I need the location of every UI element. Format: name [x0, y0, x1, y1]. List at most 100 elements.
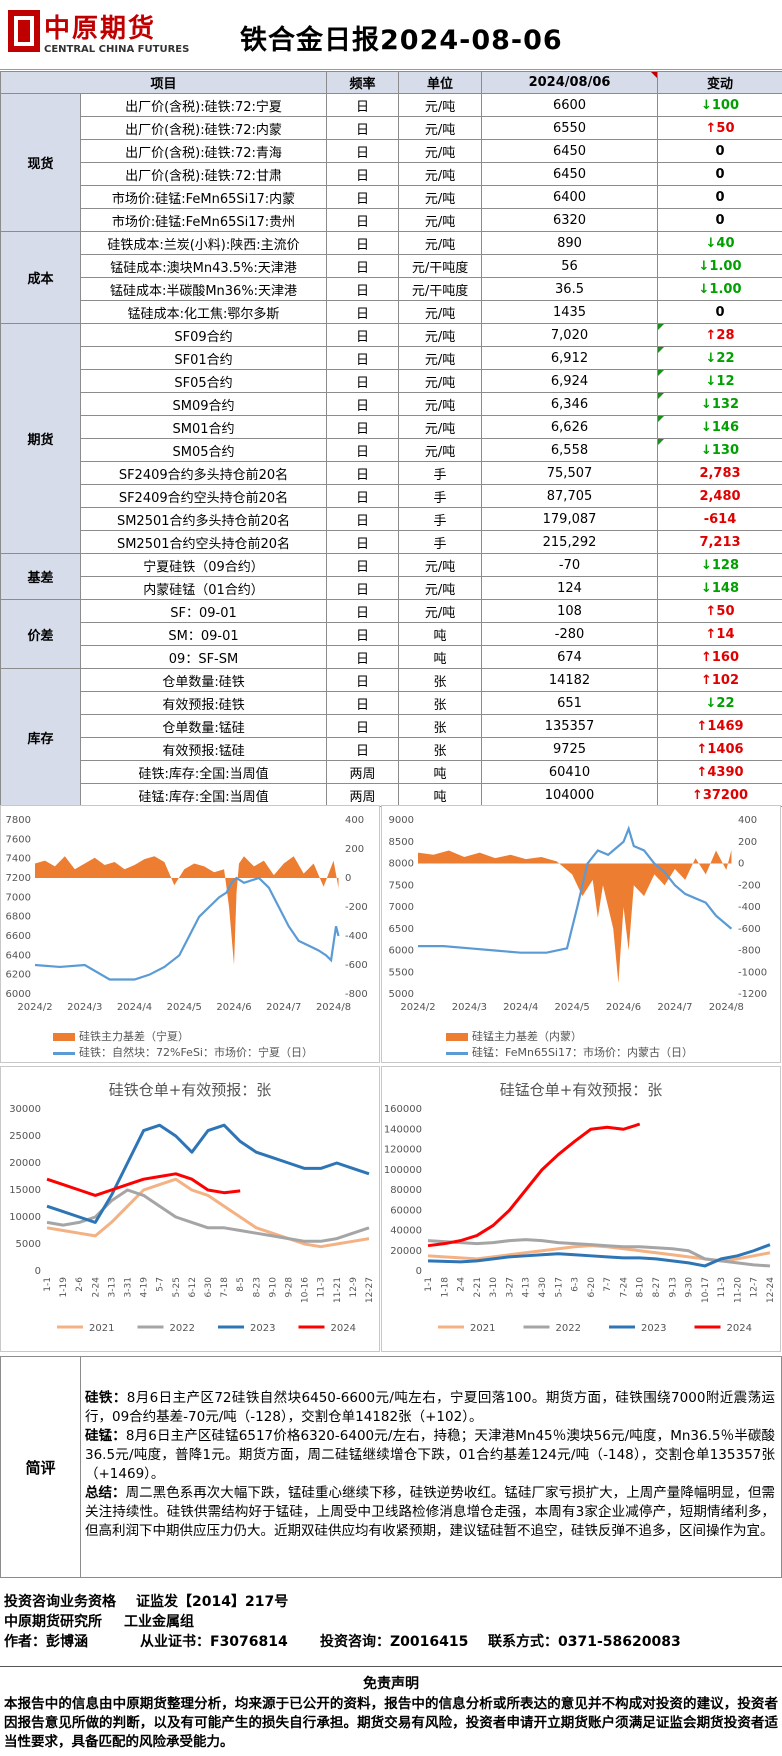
summary-section: 简评 硅铁：8月6日主产区72硅铁自然块6450-6600元/吨左右，宁夏回落1…	[0, 1356, 782, 1578]
series-2023-line	[427, 1243, 771, 1268]
table-row: 锰硅成本:半碳酸Mn36%:天津港日元/干吨度 36.5 ↓1.00	[1, 277, 782, 301]
row-value: 674	[481, 645, 659, 669]
x-tick-label: 1-1	[43, 1277, 53, 1292]
row-frequency: 日	[326, 185, 400, 209]
table-row: 现货 出厂价(含税):硅铁:72:宁夏日元/吨 6600 ↓100	[0, 93, 782, 232]
row-value: 7,020	[481, 323, 659, 347]
company-name-cn: 中原期货	[44, 14, 157, 44]
y-tick-label: 100000	[384, 1165, 422, 1176]
y-left-tick-label: 7000	[389, 902, 414, 913]
row-unit: 元/吨	[398, 369, 483, 393]
row-value: 108	[481, 599, 659, 623]
row-change: 0	[657, 208, 782, 232]
y-right-tick-label: -800	[345, 989, 368, 1000]
arrow-down-icon: ↓	[705, 350, 717, 366]
arrow-up-icon: ↑	[705, 626, 717, 642]
row-unit: 吨	[398, 645, 483, 669]
y-tick-label: 160000	[384, 1104, 422, 1115]
row-unit: 吨	[398, 622, 483, 646]
x-tick-label: 7-18	[220, 1277, 230, 1298]
chart-legend: 硅锰主力基差（内蒙） 硅锰：FeMn65Si17：市场价：内蒙古（日）	[446, 1028, 693, 1060]
x-tick-label: 7-24	[619, 1277, 629, 1298]
row-item: 宁夏硅铁（09合约）	[79, 553, 328, 577]
table-row: SF05合约日元/吨 6,924 ↓12	[1, 369, 782, 393]
x-tick-label: 3-10	[489, 1277, 499, 1298]
row-item: SF2409合约空头持仓前20名	[79, 484, 328, 508]
legend-item: 硅铁：自然块：72%FeSi：市场价：宁夏（日）	[53, 1044, 313, 1060]
row-item: SF：09-01	[79, 599, 328, 623]
row-change: ↑160	[657, 645, 782, 669]
y-left-tick-label: 6200	[6, 970, 31, 981]
x-tick-label: 5-17	[554, 1277, 564, 1297]
x-tick-label: 2024/3	[452, 1002, 487, 1013]
chart-sf-basis: 6000 6200 6400 6600 6800 7000 7200 7400 7600 7800…	[0, 805, 380, 1063]
table-row: 出厂价(含税):硅铁:72:内蒙日元/吨 6550 ↑50	[1, 116, 782, 140]
summary-sm: 硅锰：8月6日主产区硅锰6517价格6320-6400元/左右，持稳；天津港Mn…	[85, 1428, 775, 1482]
row-frequency: 日	[326, 484, 400, 508]
row-change: 2,480	[657, 484, 782, 508]
row-item: SM2501合约空头持仓前20名	[79, 530, 328, 554]
y-right-tick-label: -800	[738, 946, 761, 957]
table-row: 价差 SF：09-01 日元/吨 108 ↑50	[0, 599, 782, 669]
group-label: 基差	[0, 553, 81, 600]
y-right-tick-label: -600	[345, 960, 368, 971]
col-header-freq: 频率	[326, 71, 400, 94]
row-value: 6450	[481, 162, 659, 186]
legend-label: 2022	[556, 1323, 581, 1334]
row-unit: 元/吨	[398, 139, 483, 163]
institute-name: 中原期货研究所	[4, 1614, 102, 1630]
y-tick-label: 80000	[390, 1185, 422, 1196]
row-frequency: 日	[326, 300, 400, 324]
row-frequency: 日	[326, 622, 400, 646]
arrow-up-icon: ↑	[696, 741, 708, 757]
row-item: SM05合约	[79, 438, 328, 462]
legend-label: 2024	[727, 1323, 752, 1334]
price-line-series	[34, 876, 340, 981]
row-frequency: 日	[326, 668, 400, 692]
report-title: 铁合金日报2024-08-06	[240, 25, 563, 56]
series-2022-line	[427, 1238, 771, 1268]
y-tick-label: 25000	[9, 1131, 41, 1142]
x-tick-label: 6-12	[188, 1277, 198, 1297]
arrow-down-icon: ↓	[705, 235, 717, 251]
row-item: 硅锰:库存:全国:当周值	[79, 783, 328, 807]
row-value: 104000	[481, 783, 659, 807]
row-frequency: 两周	[326, 760, 400, 784]
y-right-tick-label: 0	[345, 873, 351, 884]
arrow-down-icon: ↓	[700, 442, 712, 458]
y-right-tick-label: -1000	[738, 967, 767, 978]
y-right-tick-label: 400	[345, 815, 364, 826]
row-item: SF09合约	[79, 323, 328, 347]
series-2024-line	[46, 1172, 241, 1197]
legend-label: 2023	[250, 1323, 275, 1334]
arrow-up-icon: ↑	[705, 120, 717, 136]
x-tick-label: 2-6	[75, 1277, 85, 1292]
report-header: 中原期货 CENTRAL CHINA FUTURES 铁合金日报2024-08-…	[0, 0, 782, 70]
group-label: 期货	[0, 323, 81, 554]
row-change: ↓146	[657, 415, 782, 439]
y-left-tick-label: 6000	[6, 989, 31, 1000]
row-frequency: 日	[326, 254, 400, 278]
footer-info: 投资咨询业务资格 证监发【2014】217号 中原期货研究所 工业金属组 作者： 彭博…	[4, 1594, 681, 1650]
row-item: 有效预报:锰硅	[79, 737, 328, 761]
group-label: 库存	[0, 668, 81, 807]
x-tick-label: 1-19	[59, 1277, 69, 1298]
chart-legend: 硅铁主力基差（宁夏） 硅铁：自然块：72%FeSi：市场价：宁夏（日）	[53, 1028, 313, 1060]
y-left-tick-label: 7800	[6, 815, 31, 826]
row-unit: 张	[398, 668, 483, 692]
y-left-tick-label: 6000	[389, 946, 414, 957]
x-tick-label: 2024/8	[709, 1002, 744, 1013]
row-item: 锰硅成本:半碳酸Mn36%:天津港	[79, 277, 328, 301]
row-item: 内蒙硅锰（01合约）	[79, 576, 328, 600]
x-tick-label: 2-24	[91, 1277, 101, 1298]
x-tick-label: 2024/4	[503, 1002, 538, 1013]
basis-area-series	[418, 850, 732, 984]
x-tick-label: 2024/4	[117, 1002, 152, 1013]
y-right-tick-label: -400	[345, 931, 368, 942]
table-row: 硅锰:库存:全国:当周值 两周吨 104000 ↑37200	[1, 783, 782, 807]
table-row: 硅铁:库存:全国:当周值 两周吨 60410 ↑4390	[1, 760, 782, 784]
group-name: 工业金属组	[124, 1614, 194, 1630]
x-tick-label: 9-10	[268, 1277, 278, 1298]
chart-sm-basis: 5000 5500 6000 6500 7000 7500 8000 8500 9000 -120…	[381, 805, 781, 1063]
row-item: 市场价:硅锰:FeMn65Si17:内蒙	[79, 185, 328, 209]
